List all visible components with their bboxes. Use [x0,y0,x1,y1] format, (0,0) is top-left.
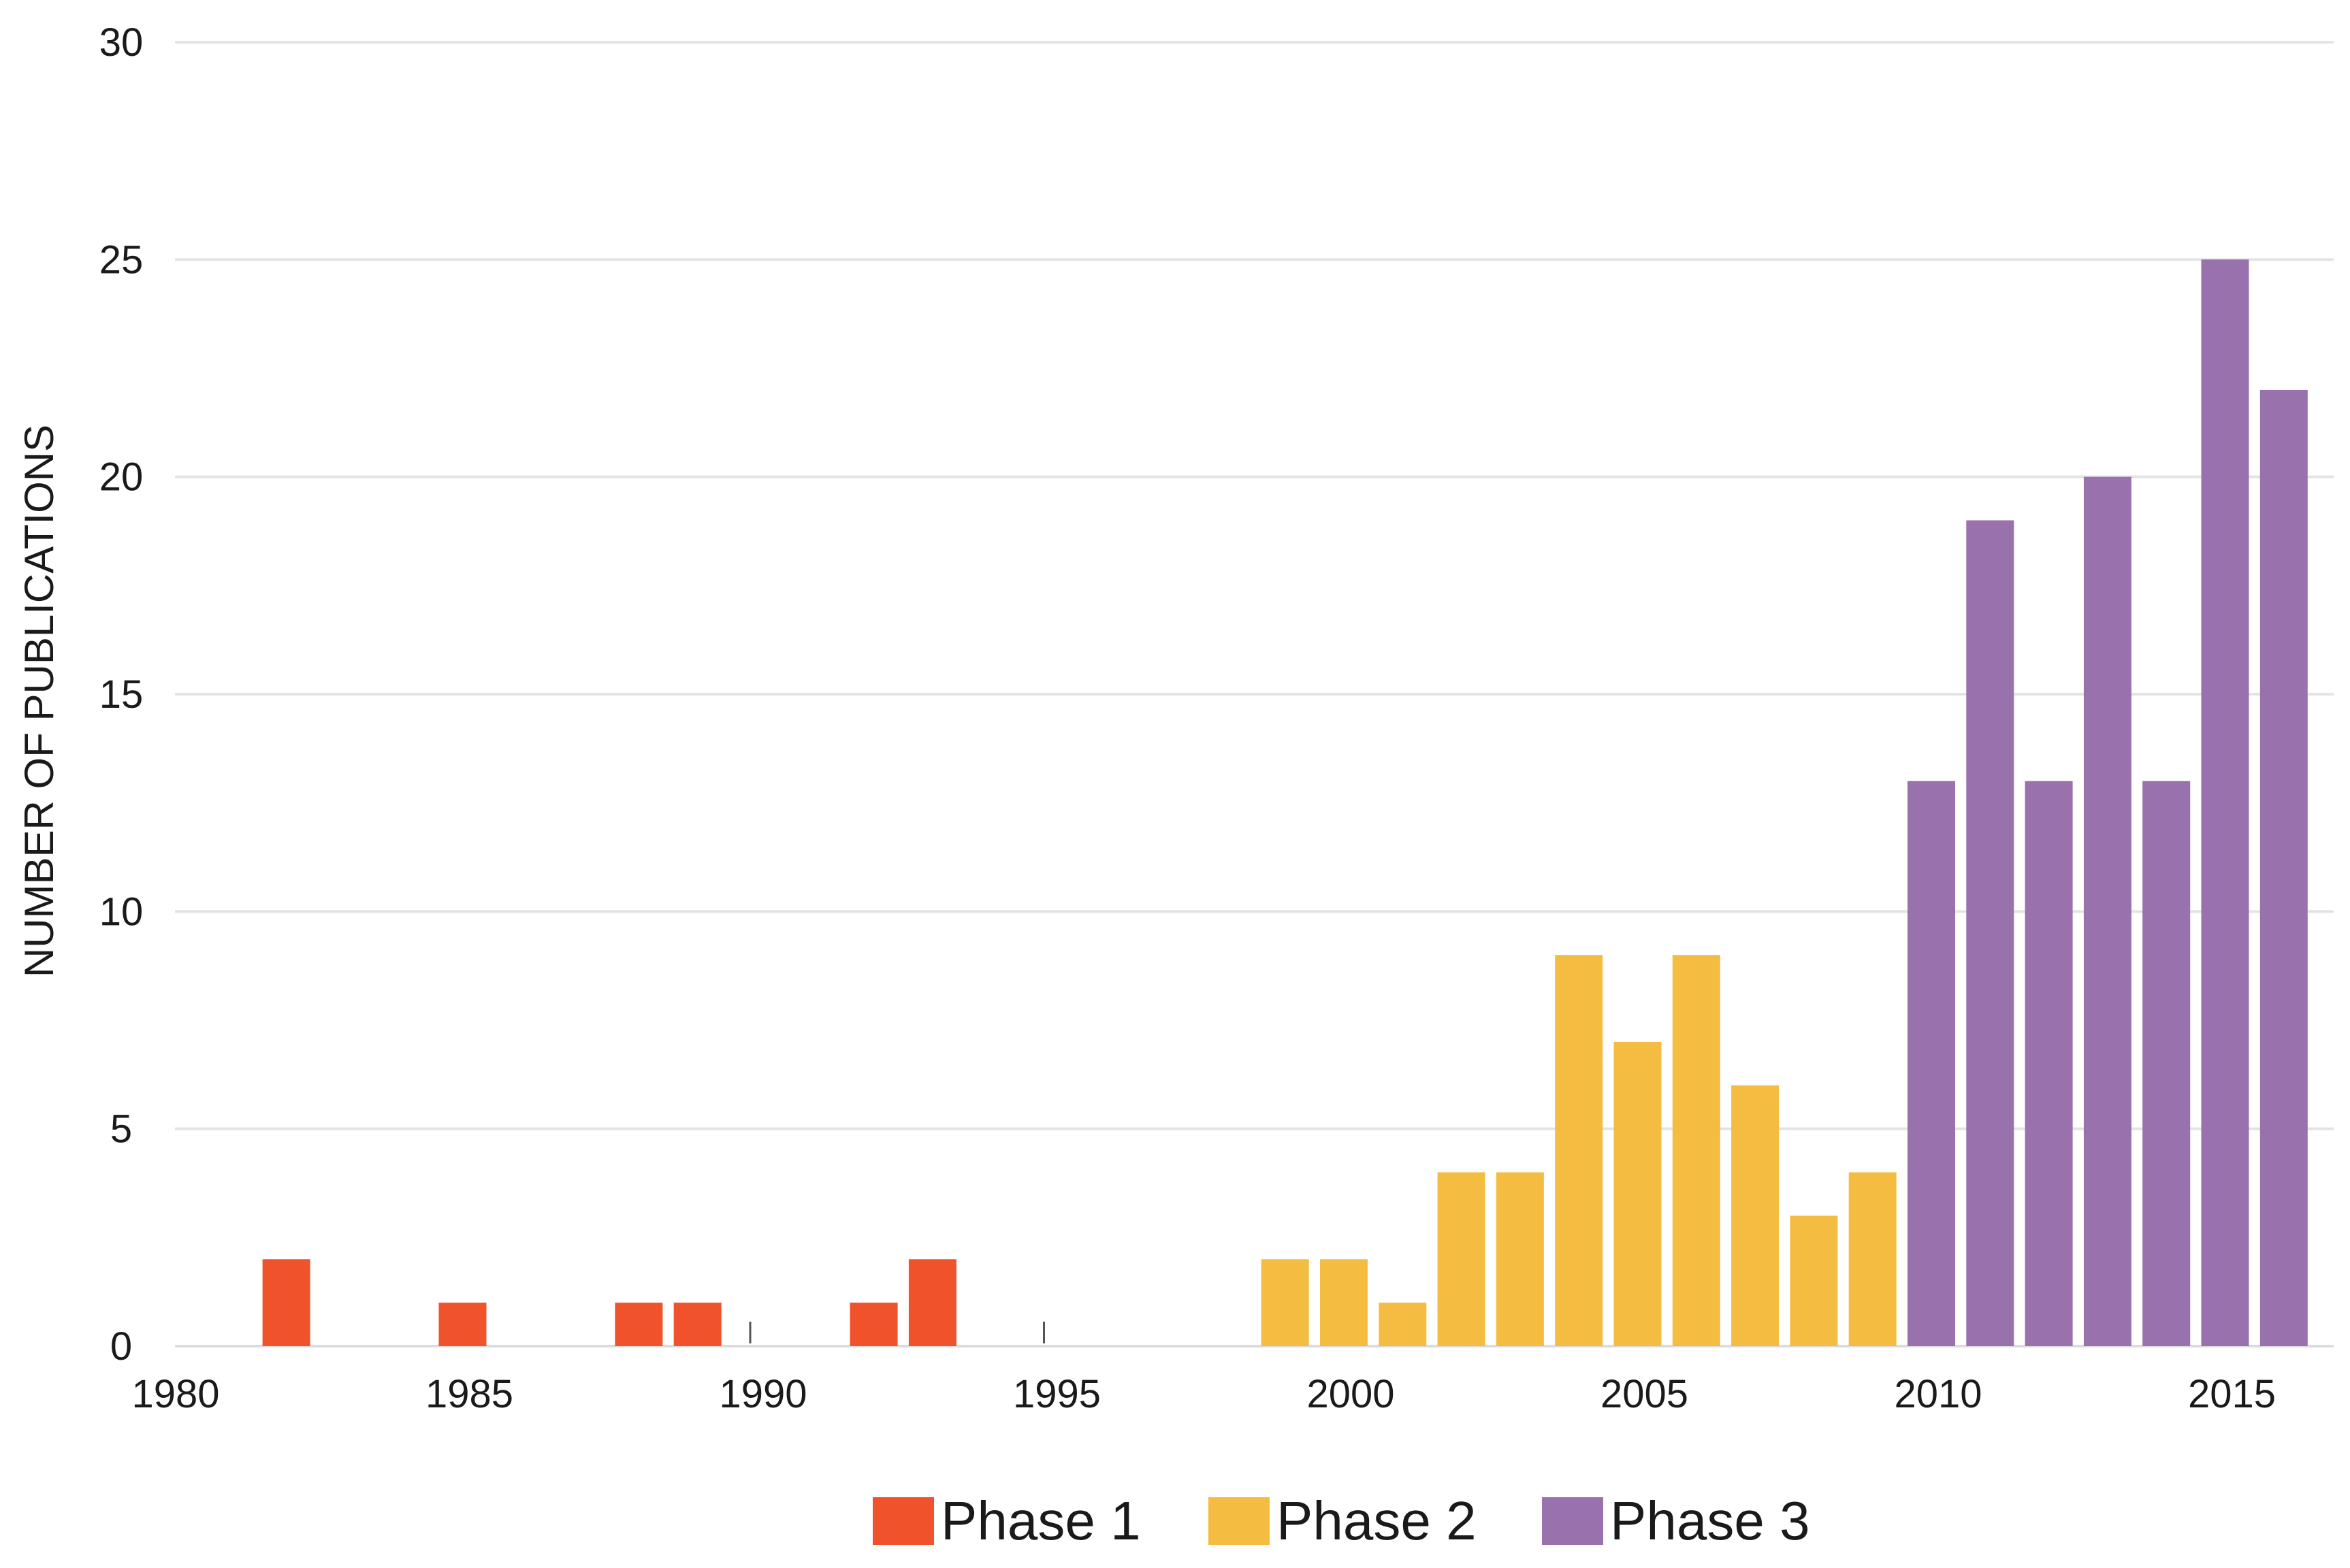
bars [262,259,2308,1346]
bar-phase-2-1999 [1261,1259,1309,1346]
bar-phase-2-2005 [1613,1041,1662,1346]
legend-label-phase-3: Phase 3 [1610,1490,1810,1551]
bar-phase-2-2002 [1437,1172,1485,1346]
bar-phase-2-2003 [1496,1172,1544,1346]
x-tick-label: 1985 [425,1372,513,1416]
bar-phase-2-2007 [1731,1085,1780,1346]
bar-phase-3-2013 [2083,476,2131,1346]
bar-phase-3-2010 [1908,781,1955,1346]
bar-phase-3-2011 [1966,520,2014,1346]
x-tick-label: 1995 [1013,1372,1101,1416]
bar-phase-1-1989 [673,1303,722,1346]
bar-phase-1-1993 [908,1259,956,1346]
legend-swatch-phase-1 [873,1497,934,1545]
y-tick-label: 25 [99,238,144,282]
y-tick-label: 0 [110,1324,132,1369]
legend-swatch-phase-2 [1208,1497,1270,1545]
bar-phase-2-2009 [1848,1172,1897,1346]
legend-label-phase-1: Phase 1 [941,1490,1141,1551]
y-tick-label: 30 [99,20,144,65]
legend-swatch-phase-3 [1542,1497,1603,1545]
legend-label-phase-2: Phase 2 [1276,1490,1477,1551]
bar-phase-3-2012 [2025,781,2073,1346]
bar-phase-2-2000 [1320,1259,1368,1346]
y-tick-label: 10 [99,889,144,934]
axes: 0 5 10 15 20 25 30 1980 1985 1990 1995 2000 2005 2010… [99,20,2276,1416]
y-tick-label: 15 [99,672,144,717]
bar-phase-2-2004 [1555,955,1603,1346]
y-axis-label: NUMBER OF PUBLICATIONS [16,425,62,977]
x-tick-label: 2005 [1600,1372,1688,1416]
x-tick-label: 2000 [1306,1372,1394,1416]
y-tick-label: 20 [99,455,144,500]
bar-phase-2-2008 [1790,1215,1838,1346]
bar-phase-1-1985 [438,1303,487,1346]
bar-phase-3-2014 [2142,781,2191,1346]
bar-phase-2-2001 [1379,1303,1427,1346]
x-tick-label: 2015 [2188,1372,2276,1416]
y-tick-label: 5 [110,1107,132,1152]
bar-phase-3-2015 [2201,259,2249,1346]
bar-phase-1-1982 [262,1259,310,1346]
bar-phase-2-2006 [1672,955,1720,1346]
bar-phase-1-1988 [615,1303,663,1346]
x-tick-label: 1990 [719,1372,807,1416]
bar-phase-1-1992 [850,1303,898,1346]
bar-phase-3-2016 [2259,389,2308,1346]
x-tick-label: 1980 [131,1372,219,1416]
legend: Phase 1 Phase 2 Phase 3 [873,1490,1810,1551]
gridlines [175,41,2334,1348]
x-tick-label: 2010 [1894,1372,1982,1416]
